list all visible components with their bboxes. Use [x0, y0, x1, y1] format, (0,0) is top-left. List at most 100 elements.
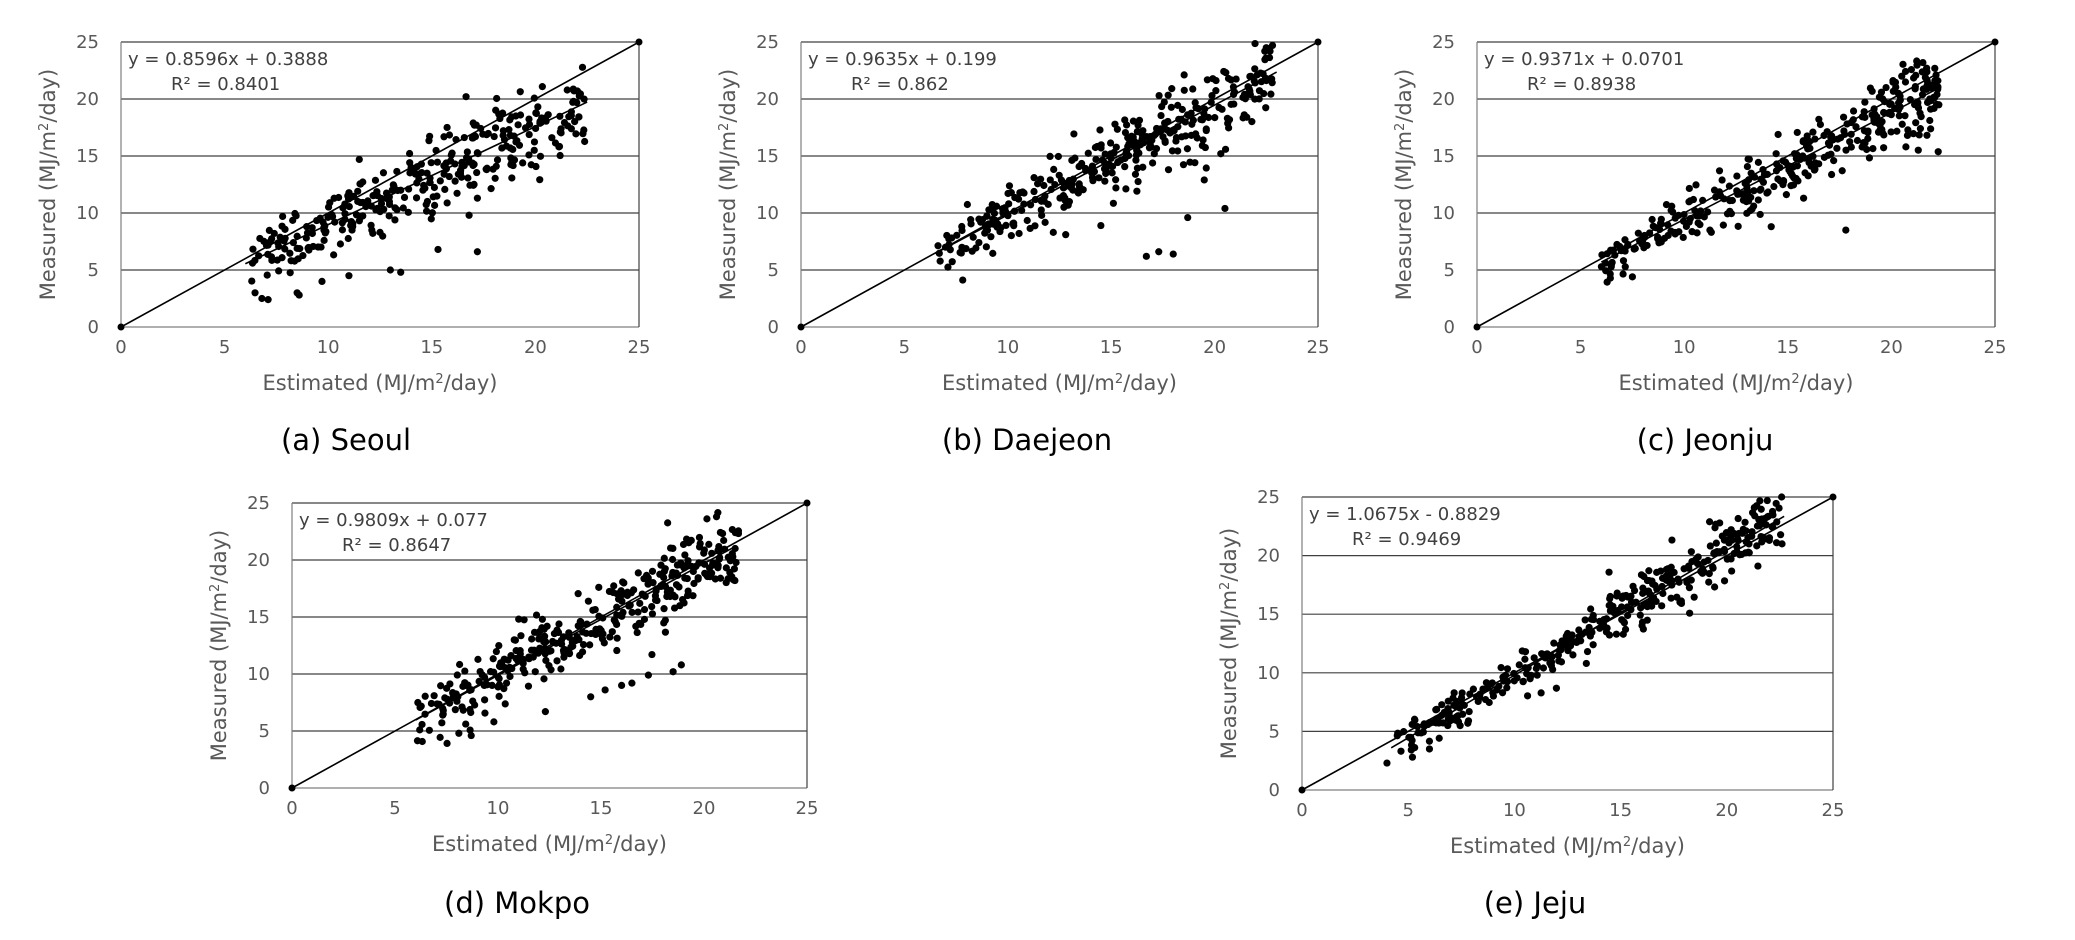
- data-point: [1842, 226, 1850, 234]
- data-point: [1248, 118, 1256, 126]
- y-tick-label: 10: [247, 664, 270, 685]
- x-tick-label: 20: [1203, 337, 1226, 358]
- data-point: [1564, 647, 1572, 655]
- data-point: [1407, 746, 1415, 754]
- data-point: [501, 700, 509, 708]
- data-point: [527, 161, 535, 169]
- data-point: [1753, 542, 1761, 550]
- data-point: [975, 238, 983, 247]
- data-point: [557, 665, 565, 673]
- data-point: [1178, 133, 1186, 141]
- data-point: [1503, 665, 1512, 673]
- data-point: [720, 545, 729, 553]
- data-point: [1062, 201, 1070, 209]
- data-point: [1688, 228, 1696, 236]
- x-tick-label: 5: [1402, 800, 1413, 821]
- data-point: [1923, 64, 1931, 72]
- data-point: [619, 608, 627, 616]
- data-point: [1220, 67, 1228, 76]
- data-point: [461, 667, 469, 675]
- data-point: [393, 167, 401, 176]
- data-point: [1011, 193, 1019, 202]
- data-point: [700, 549, 708, 557]
- data-point: [1539, 664, 1548, 672]
- data-point: [1778, 540, 1786, 548]
- data-point: [1680, 565, 1688, 573]
- data-point: [638, 590, 646, 598]
- data-point: [491, 124, 500, 132]
- data-point: [734, 527, 743, 535]
- data-point: [1183, 111, 1192, 119]
- data-point: [1907, 66, 1915, 74]
- data-point: [580, 126, 588, 134]
- data-point: [1927, 105, 1935, 113]
- data-point: [1790, 150, 1799, 158]
- data-point: [1710, 186, 1719, 194]
- data-point: [1414, 729, 1422, 737]
- data-point: [1250, 77, 1258, 85]
- data-point: [573, 98, 581, 107]
- data-point: [632, 622, 640, 630]
- x-axis-label: Estimated (MJ/m2/day): [942, 371, 1177, 395]
- data-point: [504, 666, 512, 675]
- data-point: [1651, 581, 1659, 590]
- x-tick-label: 10: [1503, 800, 1526, 821]
- data-point: [1503, 684, 1511, 692]
- data-point: [1113, 125, 1121, 133]
- data-point: [509, 145, 517, 154]
- data-point: [408, 168, 416, 176]
- data-point: [684, 557, 692, 565]
- data-point: [1725, 182, 1734, 190]
- data-point: [1661, 575, 1669, 583]
- data-point: [440, 133, 448, 141]
- data-point: [470, 121, 479, 129]
- data-point: [1744, 188, 1752, 196]
- data-point: [1927, 125, 1935, 133]
- data-point: [1047, 185, 1055, 194]
- data-point: [1643, 616, 1651, 624]
- data-point: [1426, 719, 1435, 727]
- data-point: [944, 263, 952, 271]
- data-point: [1898, 72, 1906, 80]
- data-point: [1852, 123, 1860, 131]
- data-point: [286, 249, 294, 257]
- data-point: [1140, 139, 1148, 147]
- data-point: [1533, 662, 1541, 670]
- data-point: [473, 149, 481, 157]
- data-point: [1540, 651, 1548, 659]
- data-point: [263, 271, 271, 279]
- data-point: [1811, 135, 1819, 143]
- data-point: [364, 197, 372, 205]
- data-point: [953, 231, 961, 239]
- data-point: [492, 647, 500, 656]
- data-point: [613, 634, 621, 642]
- data-point: [1657, 220, 1665, 228]
- data-point: [1720, 195, 1728, 203]
- data-point: [439, 710, 447, 718]
- data-point: [1877, 88, 1886, 96]
- data-point: [943, 231, 951, 240]
- data-point: [619, 578, 627, 586]
- data-point: [1061, 180, 1070, 188]
- data-point: [367, 202, 376, 210]
- data-point: [465, 211, 473, 219]
- x-tick-label: 20: [1880, 337, 1903, 358]
- data-point: [1889, 78, 1897, 86]
- data-point: [1208, 91, 1216, 100]
- data-point: [376, 228, 384, 236]
- data-point: [514, 121, 522, 129]
- data-point: [1217, 150, 1225, 158]
- data-point: [644, 671, 652, 679]
- regression-equation: y = 0.8596x + 0.3888: [128, 49, 328, 70]
- data-point: [328, 213, 337, 221]
- regression-equation: y = 1.0675x - 0.8829: [1309, 504, 1501, 525]
- data-point: [1645, 567, 1653, 575]
- x-tick-label: 15: [1609, 800, 1632, 821]
- data-point: [1809, 128, 1817, 136]
- x-tick-label: 0: [795, 337, 806, 358]
- data-point: [319, 218, 327, 226]
- data-point: [1101, 177, 1109, 185]
- data-point: [597, 626, 605, 635]
- x-tick-label: 25: [1984, 337, 2007, 358]
- x-tick-label: 10: [1673, 337, 1696, 358]
